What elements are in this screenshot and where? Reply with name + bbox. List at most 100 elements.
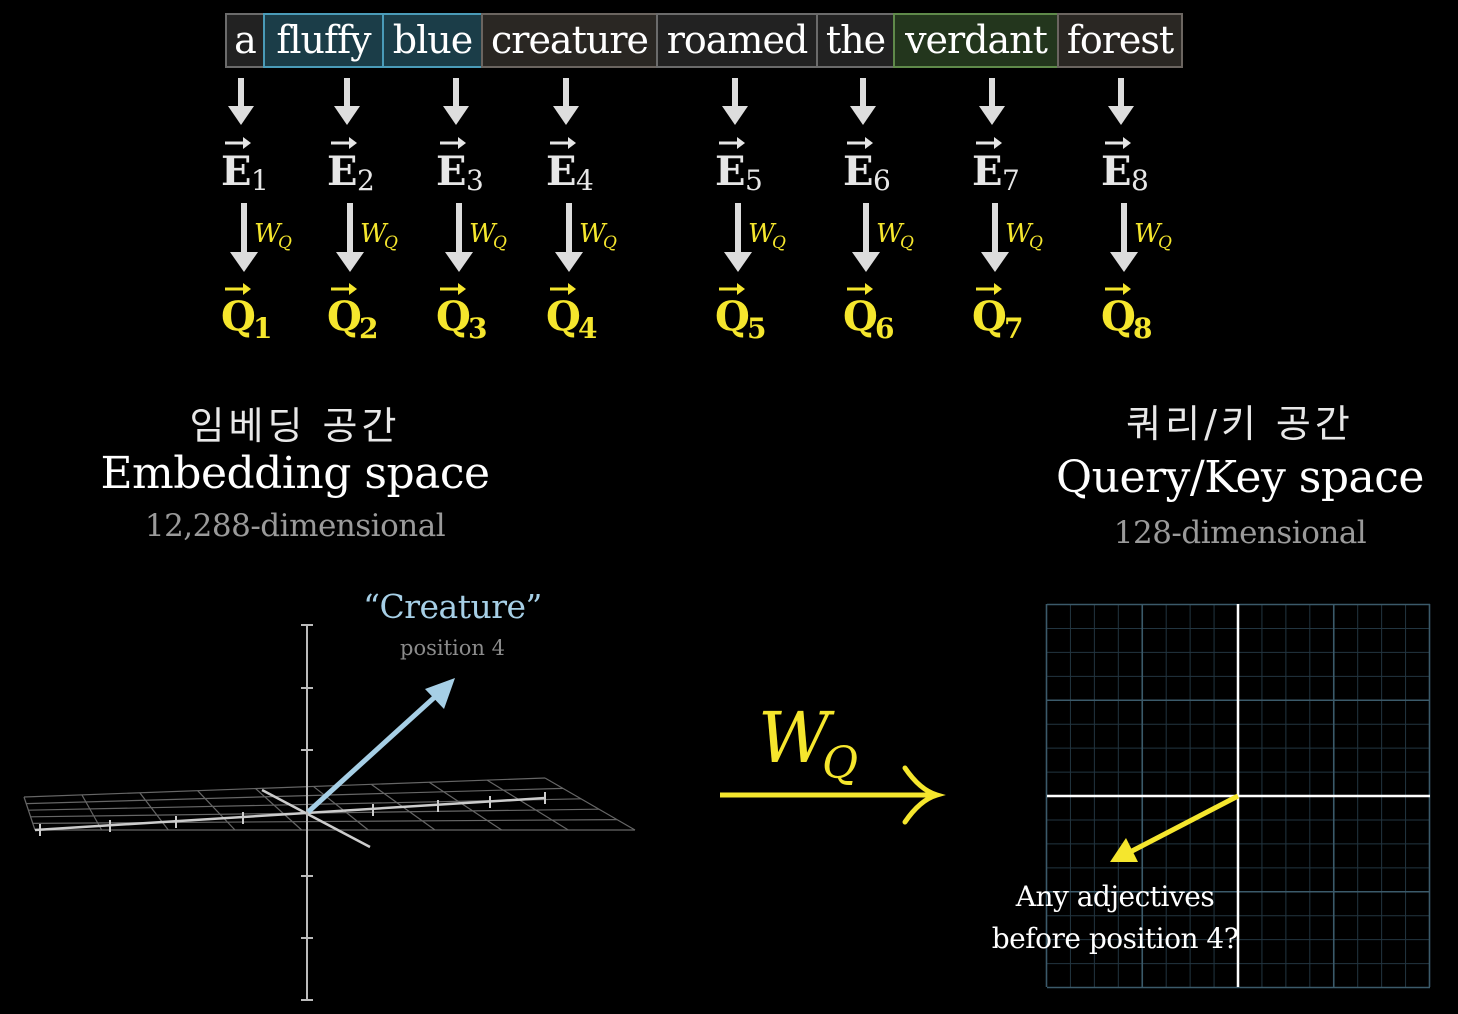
embedding-subscript-4: 4 [576, 164, 594, 197]
query-subscript-5: 5 [747, 312, 766, 345]
wq-big-label: W [758, 697, 835, 779]
emb-grid-depth-line [81, 794, 103, 831]
embedding-subscript-8: 8 [1131, 164, 1149, 197]
embedding-subscript-3: 3 [466, 164, 484, 197]
query-subscript-7: 7 [1004, 312, 1023, 345]
column-arrows: WQ WQ WQ WQ WQ WQ WQ WQ [228, 78, 1172, 272]
query-vector-tip-1 [243, 283, 251, 295]
token-3: blue [382, 13, 483, 68]
embedding-vector-tip-2 [349, 137, 357, 149]
token-arrowhead-6 [850, 106, 876, 125]
wq-arrowhead-1 [230, 252, 258, 272]
adjective-question: Any adjectives before position 4? [965, 876, 1265, 960]
emb-grid-depth-line [313, 785, 369, 831]
query-subscript-1: 1 [253, 312, 272, 345]
wq-label-8: W [1134, 219, 1163, 249]
emb-grid-depth-line [428, 781, 502, 831]
embedding-vector-tip-4 [568, 137, 576, 149]
query-key-space-grid [1045, 603, 1431, 989]
wq-label-sub-3: Q [493, 233, 507, 253]
wq-transform-arrow: W Q [720, 697, 946, 825]
query-symbol-4: Q [546, 293, 581, 340]
query-vector-tip-8 [1123, 283, 1131, 295]
embedding-vertical-axis [301, 624, 313, 1001]
embedding-symbol-7: E [972, 148, 1003, 195]
wq-label-1: W [254, 219, 283, 249]
wq-arrowhead-3 [445, 252, 473, 272]
wq-label-sub-5: Q [772, 233, 786, 253]
embedding-subscript-7: 7 [1002, 164, 1020, 197]
query-symbol-8: Q [1101, 293, 1136, 340]
query-vector-arrow [1110, 793, 1240, 862]
query-key-space-name: Query/Key space [1056, 452, 1424, 503]
wq-label-sub-1: Q [278, 233, 292, 253]
query-subscript-8: 8 [1133, 312, 1152, 345]
query-symbol-2: Q [327, 293, 362, 340]
query-symbol-7: Q [972, 293, 1007, 340]
wq-arrowhead-2 [336, 252, 364, 272]
query-key-space-dimension: 128-dimensional [1113, 515, 1367, 551]
creature-vector-label: “Creature” [363, 587, 542, 626]
wq-label-sub-7: Q [1029, 233, 1043, 253]
query-vector-tip-3 [458, 283, 466, 295]
embedding-vector-tip-7 [994, 137, 1002, 149]
query-symbol-1: Q [221, 293, 256, 340]
query-vector-tip-4 [568, 283, 576, 295]
wq-label-sub-4: Q [603, 233, 617, 253]
embedding-symbol-3: E [436, 148, 467, 195]
embedding-space-title-korean: 임베딩 공간 [189, 404, 401, 448]
adjective-question-line2: before position 4? [991, 922, 1239, 955]
emb-grid-depth-line [197, 790, 236, 831]
token-1: a [225, 13, 265, 68]
wq-big-subscript: Q [822, 738, 858, 789]
emb-grid-depth-line [544, 777, 636, 831]
wq-arrowhead-7 [981, 252, 1009, 272]
creature-vector-arrow [306, 678, 455, 814]
embedding-symbol-2: E [327, 148, 358, 195]
query-vector-tip-2 [349, 283, 357, 295]
adjective-question-line1: Any adjectives [1015, 880, 1215, 913]
embedding-vector-tip-3 [458, 137, 466, 149]
emb-grid-width-line [32, 818, 618, 825]
wq-label-3: W [469, 219, 498, 249]
token-4: creature [481, 13, 658, 68]
wq-label-4: W [579, 219, 608, 249]
emb-grid-depth-line [139, 792, 169, 831]
wq-label-sub-8: Q [1158, 233, 1172, 253]
token-5: roamed [656, 13, 818, 68]
wq-label-sub-6: Q [900, 233, 914, 253]
token-arrowhead-5 [722, 106, 748, 125]
query-subscript-3: 3 [468, 312, 487, 345]
token-arrowhead-2 [334, 106, 360, 125]
token-arrowhead-3 [443, 106, 469, 125]
wq-label-2: W [360, 219, 389, 249]
query-vector-tip-6 [865, 283, 873, 295]
embedding-vector-tip-1 [243, 137, 251, 149]
wq-arrowhead-5 [724, 252, 752, 272]
embedding-symbol-8: E [1101, 148, 1132, 195]
embedding-symbol-5: E [715, 148, 746, 195]
embedding-vector-tip-5 [737, 137, 745, 149]
query-symbol-5: Q [715, 293, 750, 340]
embedding-space-dimension: 12,288-dimensional [144, 508, 446, 544]
embedding-symbol-6: E [843, 148, 874, 195]
query-subscript-6: 6 [875, 312, 894, 345]
wq-label-7: W [1005, 219, 1034, 249]
query-key-space-title-korean: 쿼리/키 공간 [1126, 402, 1354, 446]
embedding-symbol-4: E [546, 148, 577, 195]
embedding-subscript-2: 2 [357, 164, 375, 197]
token-7: verdant [893, 13, 1059, 68]
query-symbol-3: Q [436, 293, 471, 340]
emb-grid-depth-line [255, 788, 303, 831]
query-vector-tip-7 [994, 283, 1002, 295]
token-8: forest [1057, 13, 1183, 68]
wq-label-5: W [748, 219, 777, 249]
query-symbol-6: Q [843, 293, 878, 340]
query-subscript-4: 4 [578, 312, 597, 345]
embedding-space-grid [23, 777, 636, 849]
query-subscript-2: 2 [359, 312, 378, 345]
embedding-vector-tip-6 [865, 137, 873, 149]
token-arrowhead-8 [1108, 106, 1134, 125]
token-arrowhead-1 [228, 106, 254, 125]
